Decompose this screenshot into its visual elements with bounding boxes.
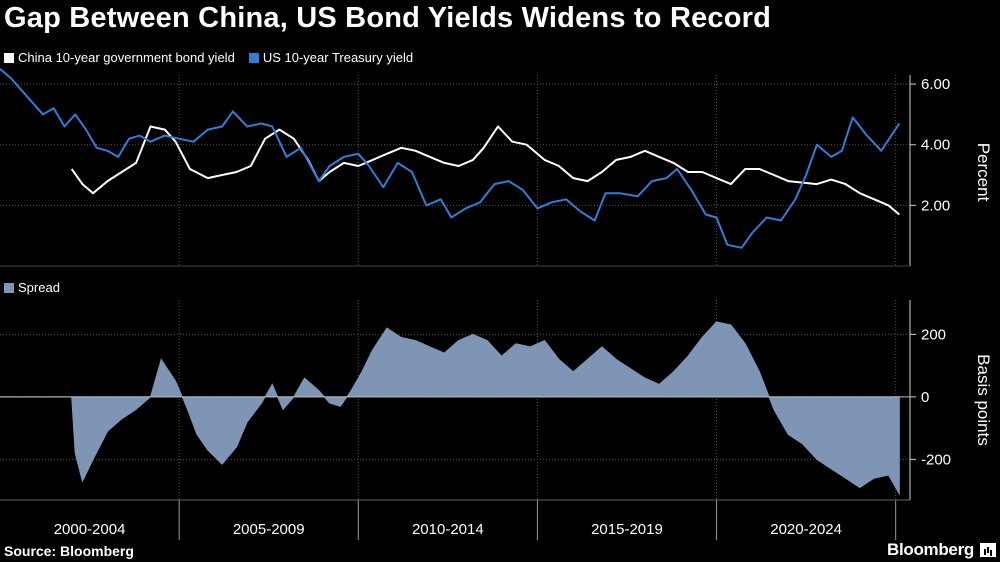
series-line-us [0,68,901,249]
y-tick-label-top: 4.00 [921,137,950,154]
x-period-label: 2010-2014 [412,521,484,538]
x-period-label: 2020-2024 [770,521,842,538]
y-tick-label-bottom: 0 [921,389,929,406]
x-period-label: 2000-2004 [54,521,126,538]
y-tick-label-bottom: -200 [921,451,951,468]
legend-spread: Spread [4,280,60,295]
y-tick-label-top: 2.00 [921,197,950,214]
legend-us-label: US 10-year Treasury yield [262,50,414,65]
y-tick-label-bottom: 200 [921,326,946,343]
chart-title: Gap Between China, US Bond Yields Widens… [4,2,772,34]
spread-area [0,321,900,496]
legend-china-label: China 10-year government bond yield [18,50,235,65]
bloomberg-logo: Bloomberg [886,540,974,559]
china-swatch [4,52,14,63]
x-period-label: 2015-2019 [591,521,663,538]
top-legend: China 10-year government bond yield US 1… [4,50,413,65]
source-note: Source: Bloomberg [4,543,134,559]
spread-panel: -200 0 200 Basis points [0,300,993,500]
legend-us: US 10-year Treasury yield [248,50,414,65]
legend-spread-label: Spread [18,280,60,295]
bottom-legend: Spread [4,280,60,295]
y-axis-title-top: Percent [974,143,993,202]
x-axis: 2000-2004 2005-2009 2010-2014 2015-2019 2020… [0,499,910,540]
spread-swatch [4,282,14,293]
y-axis-title-bottom: Basis points [974,354,993,446]
series-line-china [70,125,900,216]
yield-panel: 2.00 4.00 6.00 Percent [0,68,993,267]
bloomberg-chart-icon [980,543,996,557]
us-swatch [248,52,259,63]
legend-china: China 10-year government bond yield [4,50,235,65]
x-period-label: 2005-2009 [233,521,305,538]
y-tick-label-top: 6.00 [921,76,950,93]
